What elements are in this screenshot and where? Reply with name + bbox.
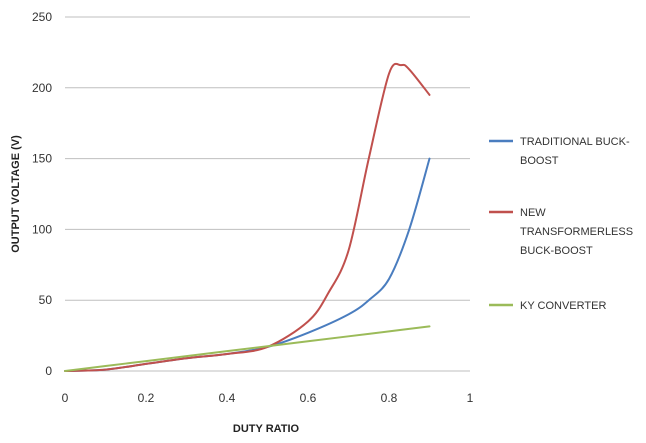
x-tick-label: 0.4 <box>219 391 236 405</box>
x-tick-label: 1 <box>467 391 474 405</box>
x-tick-label: 0.2 <box>138 391 155 405</box>
x-tick-label: 0.8 <box>381 391 398 405</box>
x-tick-labels: 0 0.2 0.4 0.6 0.8 1 <box>62 391 474 405</box>
y-tick-label: 200 <box>32 81 52 95</box>
y-tick-labels: 0 50 100 150 200 250 <box>32 10 52 378</box>
y-tick-label: 100 <box>32 222 52 236</box>
series-line-traditional-buck-boost <box>64 157 431 372</box>
gridlines <box>65 16 470 372</box>
legend-label-ky-converter: KY CONVERTER <box>520 300 606 312</box>
y-axis-title: OUTPUT VOLTAGE (V) <box>10 135 22 253</box>
series-line-ky-converter <box>64 325 431 372</box>
series-lines <box>64 62 431 372</box>
legend-label-new-transformerless-buck-boost: BUCK-BOOST <box>520 245 593 257</box>
x-axis-title: DUTY RATIO <box>233 423 300 435</box>
legend: TRADITIONAL BUCK- BOOST NEW TRANSFORMERLESS… <box>489 136 633 312</box>
legend-label-new-transformerless-buck-boost: TRANSFORMERLESS <box>520 226 633 238</box>
legend-label-new-transformerless-buck-boost: NEW <box>520 207 546 219</box>
legend-label-traditional-buck-boost: TRADITIONAL BUCK- <box>520 136 630 148</box>
y-tick-label: 0 <box>45 364 52 378</box>
x-tick-label: 0.6 <box>300 391 317 405</box>
y-tick-label: 150 <box>32 152 52 166</box>
y-tick-label: 250 <box>32 10 52 24</box>
y-tick-label: 50 <box>39 293 53 307</box>
series-line-new-transformerless-buck-boost <box>64 62 431 372</box>
x-tick-label: 0 <box>62 391 69 405</box>
legend-label-traditional-buck-boost: BOOST <box>520 155 559 167</box>
